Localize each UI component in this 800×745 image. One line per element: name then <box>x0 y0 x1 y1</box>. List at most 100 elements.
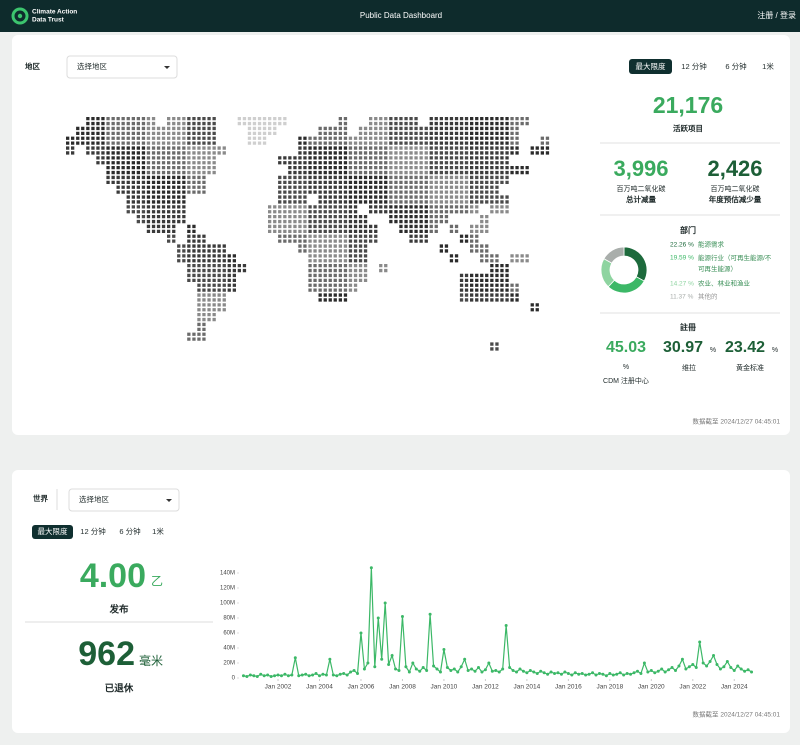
issuance-chart: 0 20M 40M 60M 80M 100M 120M 140M Jan 2002 Jan 200… <box>220 566 754 691</box>
auth-link[interactable]: 注册 / 登录 <box>757 10 796 20</box>
chart-title: 部门 <box>680 225 696 235</box>
data-point <box>729 666 733 669</box>
data-point <box>432 664 436 668</box>
select-caret <box>166 499 172 502</box>
data-point <box>535 672 539 675</box>
logo-text: Climate Action <box>32 9 77 16</box>
tab[interactable]: 12 分钟 <box>80 526 106 536</box>
data-point <box>342 672 346 675</box>
data-point <box>660 667 664 671</box>
data-point <box>708 660 712 663</box>
tab[interactable]: 1米 <box>762 61 774 71</box>
legend-label: 农业、林业和渔业 <box>698 279 751 288</box>
data-point <box>331 673 335 677</box>
x-tick-label: Jan 2010 <box>431 684 458 691</box>
stat-value: 4.00 <box>80 557 146 595</box>
data-point <box>438 670 442 674</box>
region-select[interactable]: 选择地区 <box>68 488 180 512</box>
legend-label: 能源需求 <box>698 240 725 249</box>
data-point <box>314 672 318 675</box>
data-point <box>387 663 391 666</box>
stat-value: 962 <box>78 635 135 673</box>
series-line <box>243 567 752 678</box>
donut-segment <box>603 246 625 264</box>
data-point <box>691 663 695 666</box>
data-point <box>428 612 432 616</box>
data-point <box>604 674 608 678</box>
data-point <box>400 615 404 618</box>
data-point <box>262 674 266 678</box>
credits-card <box>12 470 790 733</box>
data-point <box>611 673 615 677</box>
data-point <box>559 672 563 676</box>
data-point <box>684 667 688 671</box>
data-point <box>546 672 550 676</box>
tab[interactable]: 6 分钟 <box>725 61 747 71</box>
data-point <box>366 661 370 665</box>
data-point <box>584 673 588 677</box>
data-point <box>646 670 650 674</box>
filter-label: 地区 <box>25 61 40 71</box>
data-point <box>449 669 453 672</box>
data-point <box>411 661 415 665</box>
registry-unit: % <box>772 347 778 354</box>
data-point <box>632 671 636 675</box>
data-point <box>383 601 387 605</box>
x-tick-label: Jan 2022 <box>679 684 706 691</box>
y-tick-label: 60M <box>223 631 235 637</box>
stat-value: 21,176 <box>653 92 723 118</box>
stat-unit: 毫米 <box>139 653 163 668</box>
tab[interactable]: 1米 <box>152 526 164 536</box>
data-point <box>528 669 532 672</box>
legend-value: 22.26 % <box>670 242 694 249</box>
data-point <box>376 616 380 620</box>
data-point <box>356 672 360 675</box>
tab[interactable]: 最大限度 <box>38 526 68 536</box>
data-point <box>667 668 671 672</box>
stat-label: 总计减量 <box>626 194 656 204</box>
stat-unit: 百万吨二氧化碳 <box>711 184 760 193</box>
tab[interactable]: 6 分钟 <box>119 526 141 536</box>
data-point <box>642 661 646 665</box>
data-point <box>573 671 577 675</box>
data-point <box>649 669 653 672</box>
data-point <box>463 657 467 661</box>
data-point <box>442 648 446 651</box>
data-point <box>317 674 321 678</box>
y-tick-label: 0 <box>232 676 236 682</box>
data-point <box>635 669 639 673</box>
data-point <box>639 672 643 675</box>
data-point <box>252 674 256 678</box>
tab[interactable]: 12 分钟 <box>681 61 707 71</box>
region-select[interactable]: 选择地区 <box>66 55 178 79</box>
data-point <box>470 667 474 671</box>
legend-value: 14.27 % <box>670 281 694 288</box>
tab[interactable]: 最大限度 <box>636 61 666 71</box>
data-point <box>407 670 411 674</box>
map-land <box>237 117 287 145</box>
data-point <box>266 673 270 677</box>
data-point <box>515 670 519 674</box>
stat-label: 年度预估减少量 <box>709 194 762 204</box>
stat-unit: 百万吨二氧化碳 <box>617 184 666 193</box>
data-point <box>521 669 525 673</box>
data-point <box>722 665 726 669</box>
data-point <box>494 669 498 672</box>
data-point <box>290 673 294 677</box>
data-point <box>518 667 522 671</box>
sector-donut: 22.26 % 能源需求 19.59 % 能源行业（可再生能源/不可再生能源） 14.2… <box>600 240 772 301</box>
data-point <box>577 672 581 676</box>
data-point <box>701 661 705 665</box>
logo[interactable]: Climate Action Data Trust <box>11 7 77 25</box>
data-point <box>570 673 574 677</box>
data-point <box>321 672 325 676</box>
y-tick-label: 20M <box>223 661 235 667</box>
map-land <box>146 117 529 322</box>
data-point <box>286 674 290 678</box>
data-point <box>750 670 754 674</box>
x-tick-label: Jan 2018 <box>596 684 623 691</box>
data-point <box>511 669 515 672</box>
x-tick-label: Jan 2004 <box>306 684 333 691</box>
data-point <box>732 669 736 672</box>
data-point <box>504 624 508 627</box>
